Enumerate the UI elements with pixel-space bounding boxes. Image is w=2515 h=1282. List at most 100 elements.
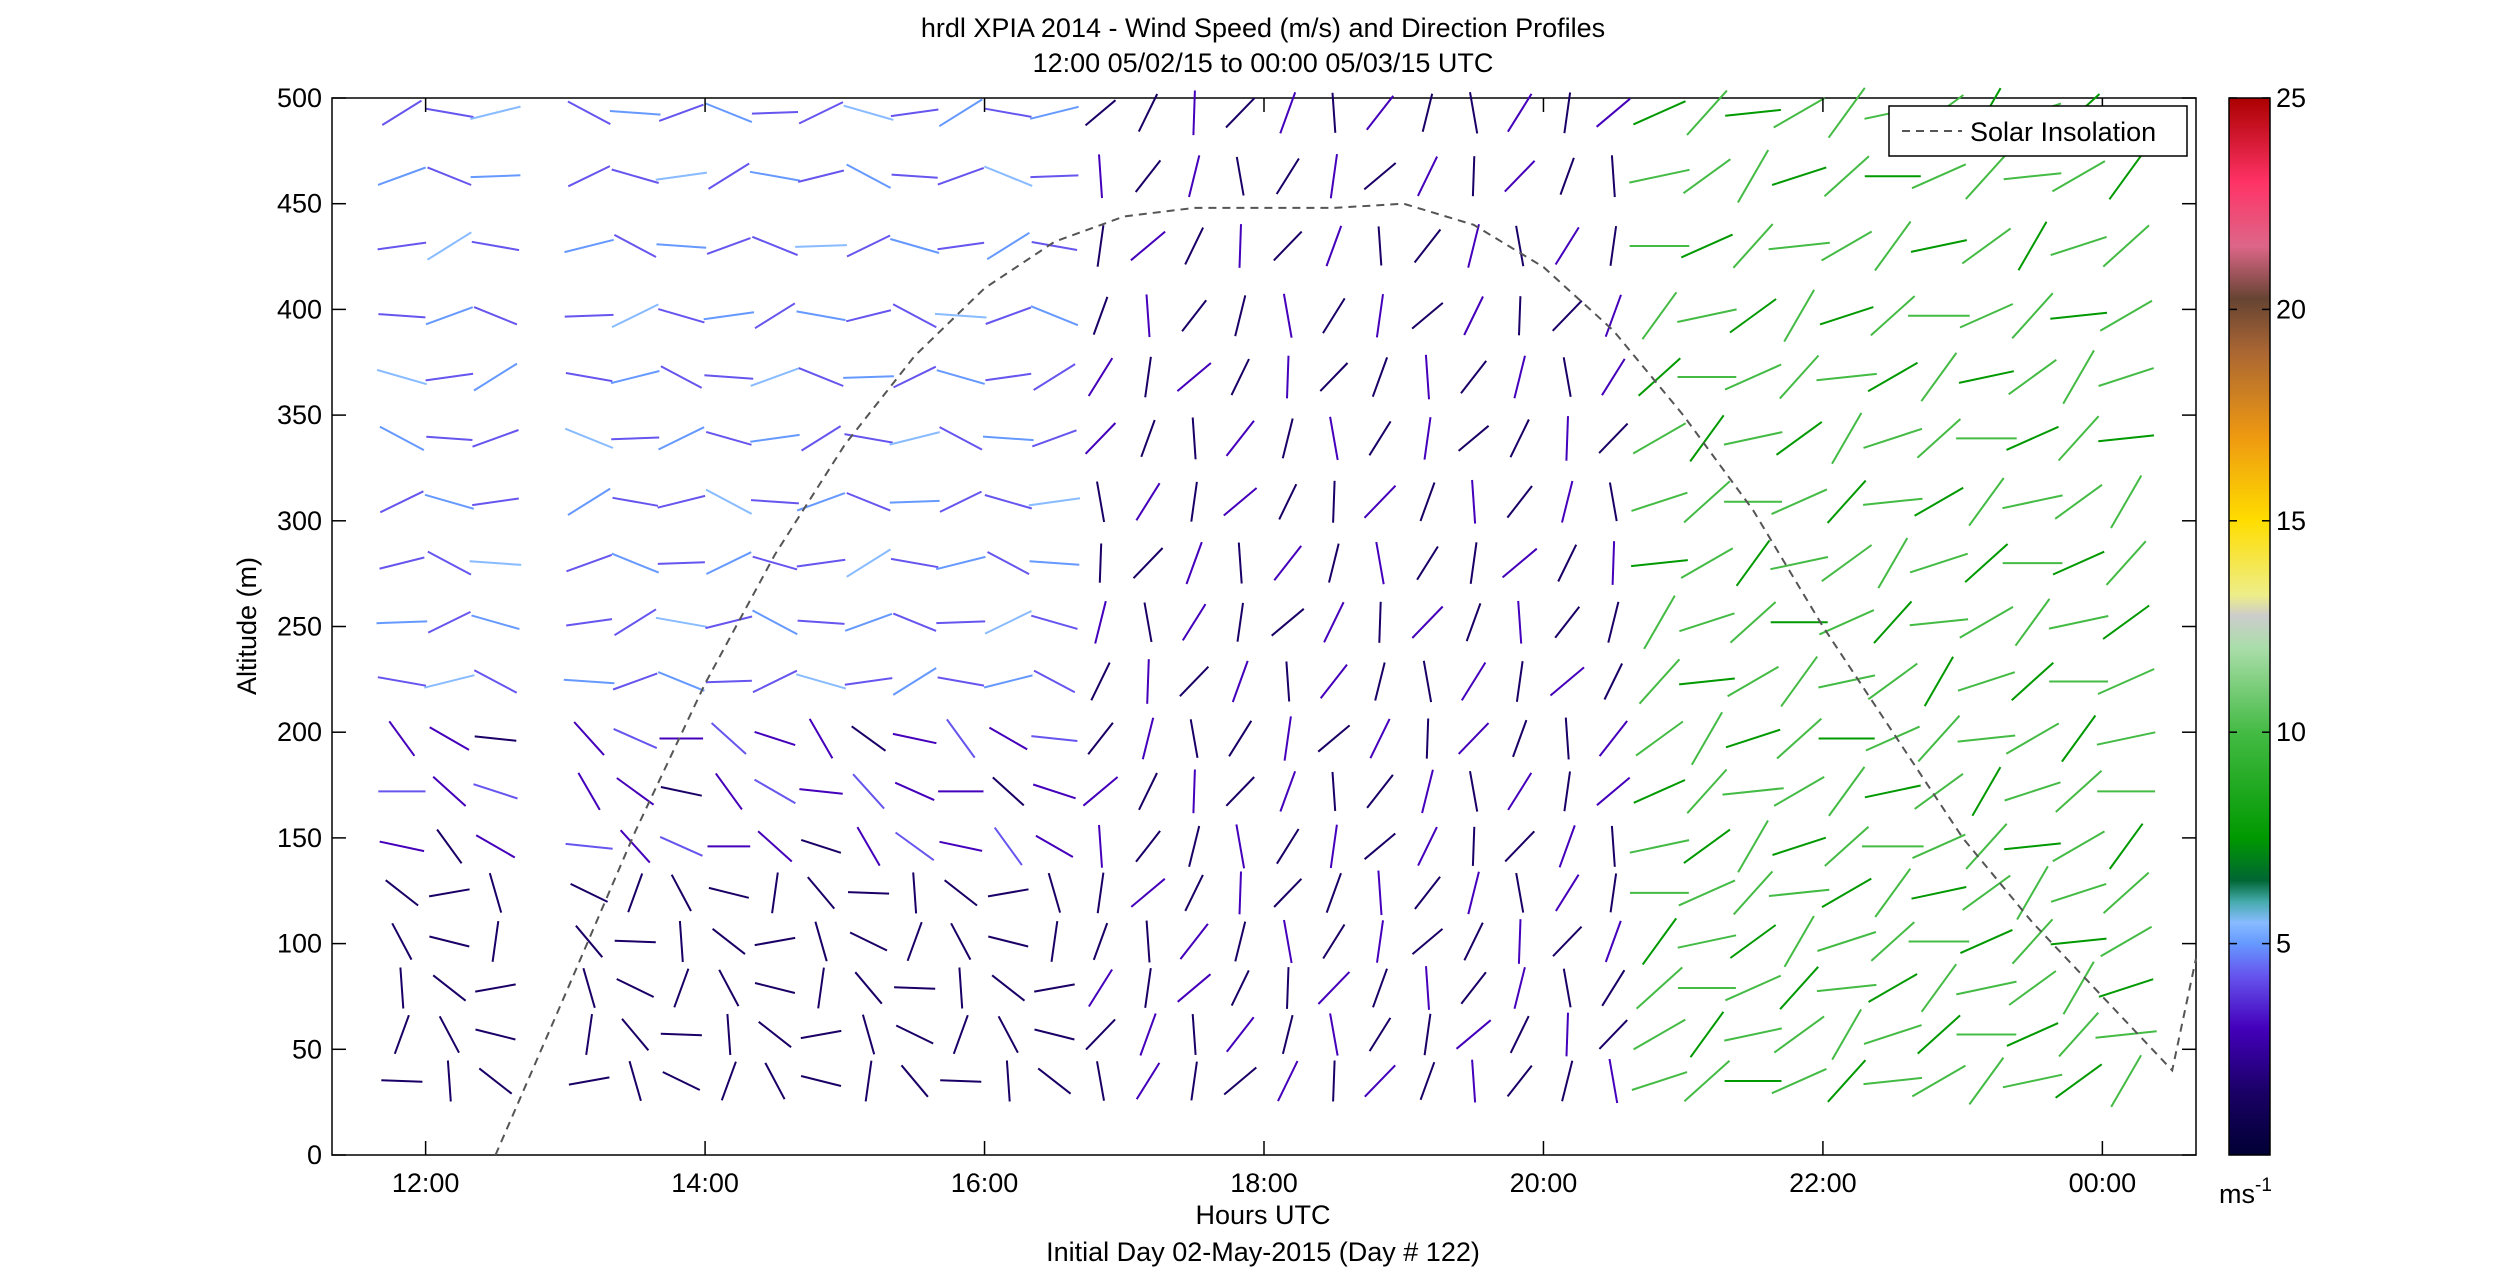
- wind-barb: [429, 935, 470, 948]
- wind-barb: [1821, 877, 1872, 908]
- wind-barb: [1911, 1064, 1967, 1098]
- wind-barb: [1471, 1059, 1477, 1103]
- wind-barb: [894, 781, 935, 802]
- wind-barb: [1598, 422, 1629, 454]
- wind-barb: [890, 557, 939, 569]
- wind-barb: [1230, 358, 1250, 396]
- wind-barb: [864, 1060, 873, 1102]
- wind-barb: [1608, 482, 1618, 522]
- wind-barb: [2110, 1054, 2142, 1108]
- wind-barb: [582, 967, 596, 1009]
- wind-barb: [1094, 600, 1107, 644]
- wind-barb: [1145, 294, 1151, 338]
- wind-barb: [1776, 717, 1823, 760]
- wind-barb: [1047, 872, 1062, 913]
- wind-barb: [937, 241, 985, 251]
- wind-barb: [1471, 156, 1476, 197]
- wind-barb: [1413, 228, 1442, 264]
- wind-barb: [385, 879, 419, 907]
- wind-barb: [1816, 983, 1877, 993]
- wind-barb: [1033, 669, 1076, 694]
- wind-barb: [987, 888, 1029, 898]
- plot-area: 12:00 14:00 16:00 18:00 20:00 22:00 00:00 0 50 1…: [277, 83, 2197, 1198]
- wind-barb: [1363, 162, 1397, 191]
- y-axis: 0 50 100 150 200 250 300 350 400 450 500: [277, 83, 2196, 1170]
- wind-barb: [1471, 826, 1476, 866]
- wind-barb: [1501, 547, 1538, 579]
- colorbar-tick-label: 20: [2276, 294, 2306, 324]
- wind-barb: [1831, 412, 1863, 465]
- wind-barb: [628, 1060, 642, 1102]
- x-tick-label: 16:00: [951, 1168, 1019, 1198]
- wind-barb: [2003, 172, 2062, 181]
- wind-barb: [1513, 355, 1526, 399]
- wind-barb: [1223, 487, 1258, 517]
- wind-barb: [1771, 488, 1828, 516]
- wind-barb: [1319, 663, 1348, 699]
- wind-barb: [2050, 311, 2108, 320]
- wind-barb: [1772, 836, 1827, 856]
- wind-barb: [1632, 422, 1687, 455]
- colorbar-unit-base: ms: [2219, 1179, 2255, 1209]
- wind-barb: [567, 487, 611, 516]
- wind-barb: [1037, 1067, 1072, 1095]
- wind-barb: [1551, 300, 1583, 332]
- wind-barb: [1425, 966, 1430, 1010]
- wind-barb: [1678, 879, 1736, 907]
- wind-barb: [1419, 482, 1436, 522]
- wind-barb: [1914, 486, 1964, 517]
- y-tick-label: 300: [277, 506, 322, 536]
- wind-barb: [1323, 601, 1345, 643]
- wind-barb: [1773, 776, 1825, 807]
- wind-barb: [706, 237, 751, 255]
- wind-barb: [1920, 963, 1958, 1013]
- wind-barb: [436, 828, 463, 864]
- wind-barb: [1088, 968, 1113, 1008]
- wind-barb: [1457, 722, 1490, 755]
- wind-barb: [1509, 1015, 1530, 1054]
- wind-barb: [1923, 656, 1954, 707]
- wind-barb: [657, 561, 705, 565]
- wind-barb: [1561, 480, 1574, 523]
- wind-barb: [1601, 969, 1626, 1007]
- wind-barb: [795, 673, 847, 690]
- wind-barb: [1770, 556, 1829, 571]
- wind-barb: [1689, 1011, 1725, 1058]
- wind-barb: [1632, 100, 1686, 126]
- wind-barb: [1677, 308, 1737, 323]
- wind-barb: [1145, 920, 1151, 963]
- wind-barb: [1226, 1016, 1255, 1053]
- wind-barb: [656, 243, 707, 249]
- wind-barb: [381, 99, 423, 126]
- wind-barb: [399, 967, 405, 1009]
- wind-barb: [1034, 983, 1075, 993]
- wind-barb: [1552, 926, 1583, 957]
- wind-barb: [660, 786, 703, 797]
- wind-barb: [621, 1018, 650, 1051]
- wind-barb: [1279, 770, 1297, 812]
- wind-barb: [1596, 776, 1631, 806]
- wind-barb: [1917, 1014, 1961, 1055]
- wind-barb: [1867, 361, 1918, 393]
- wind-barb: [1031, 735, 1078, 742]
- wind-barb: [1463, 922, 1484, 961]
- wind-barb: [2008, 358, 2057, 396]
- wind-barb: [847, 891, 890, 895]
- wind-barb: [1629, 168, 1690, 184]
- wind-barb: [718, 969, 740, 1007]
- wind-barb: [1563, 92, 1572, 134]
- y-tick-label: 50: [292, 1034, 322, 1064]
- wind-barb: [475, 1028, 516, 1041]
- wind-barb: [391, 922, 413, 961]
- wind-barb: [986, 231, 1030, 261]
- wind-barb: [991, 974, 1026, 1002]
- wind-barb: [1096, 872, 1105, 914]
- wind-barb: [800, 838, 842, 854]
- wind-barb: [1283, 716, 1292, 761]
- wind-barb: [1504, 160, 1536, 193]
- wind-barb: [627, 873, 644, 913]
- wind-barb: [705, 679, 752, 684]
- wind-barb: [614, 939, 656, 944]
- wind-barb: [616, 777, 655, 806]
- wind-barb: [1423, 417, 1432, 460]
